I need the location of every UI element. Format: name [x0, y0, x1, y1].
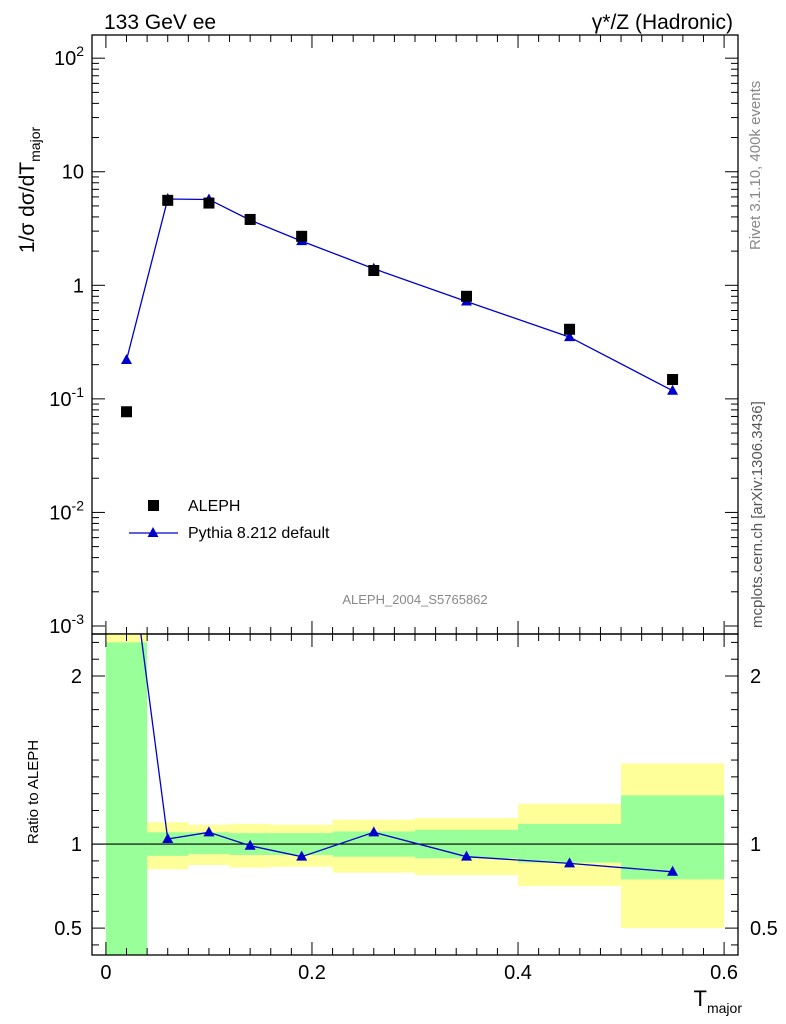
x-axis-label-subscript: major — [707, 1000, 742, 1016]
aleph-point — [461, 290, 473, 302]
ratio-pythia-point — [461, 850, 473, 861]
aleph-point — [667, 374, 679, 386]
ratio-y-tick-label-left: 2 — [71, 666, 82, 688]
main-y-tick-base: 10 — [62, 162, 84, 184]
main-y-tick-exponent: 2 — [76, 43, 84, 59]
ratio-y-tick-label-right: 2 — [750, 666, 761, 688]
main-y-tick-exponent: -2 — [72, 497, 85, 513]
pythia-point — [667, 384, 679, 395]
ratio-y-tick-label-right: 1 — [750, 834, 761, 856]
ratio-panel: 0.5 0.5 1 1 2 2 0 0.2 0.4 0.6 Ratio to ALEPH Tmaj… — [25, 519, 778, 1016]
legend-aleph-label: ALEPH — [188, 498, 240, 515]
main-y-label-text: 1/σ dσ/dT — [16, 162, 39, 253]
legend-aleph-marker — [148, 500, 159, 511]
main-y-label-subscript: major — [27, 127, 43, 162]
header-right-title: γ*/Z (Hadronic) — [592, 11, 733, 34]
main-y-tick-exponent: -1 — [72, 384, 85, 400]
ratio-pythia-point — [667, 865, 679, 876]
ratio-pythia-point — [121, 519, 132, 529]
main-y-tick-base: 1 — [73, 275, 84, 297]
rivet-version-label: Rivet 3.1.10, 400k events — [747, 81, 764, 250]
main-y-tick-exponent: -3 — [72, 611, 85, 627]
main-y-tick-label: 10-3 — [49, 611, 84, 638]
aleph-point — [368, 265, 380, 277]
main-frame — [91, 34, 739, 635]
header-left-title: 133 GeV ee — [104, 11, 216, 34]
main-y-tick-label: 10 — [62, 162, 84, 184]
main-y-tick-label: 1 — [73, 275, 84, 297]
main-y-tick-label: 10-2 — [49, 497, 84, 524]
x-tick-label: 0.2 — [298, 962, 326, 984]
x-axis-label-base: T — [694, 986, 707, 1011]
ratio-pythia-point — [296, 850, 308, 861]
aleph-point — [121, 406, 133, 418]
x-tick-label: 0 — [100, 962, 111, 984]
ratio-y-tick-label-right: 0.5 — [750, 918, 778, 940]
main-y-tick-label: 10-1 — [49, 384, 84, 411]
ratio-pythia-point — [203, 826, 215, 837]
main-y-axis-label: 1/σ dσ/dTmajor — [16, 127, 43, 254]
mcplots-label: mcplots.cern.ch [arXiv:1306.3436] — [749, 401, 766, 628]
pythia-point — [564, 331, 576, 342]
analysis-watermark: ALEPH_2004_S5765862 — [342, 592, 487, 607]
aleph-point — [244, 213, 256, 225]
ratio-pythia-point — [368, 826, 380, 837]
main-y-tick-base: 10 — [54, 48, 76, 70]
legend-pythia-marker — [147, 527, 159, 537]
ratio-y-tick-label-left: 1 — [71, 834, 82, 856]
ratio-pythia-point — [244, 839, 256, 850]
ratio-inner-band — [105, 642, 148, 955]
legend-pythia-label: Pythia 8.212 default — [188, 525, 330, 542]
x-tick-label: 0.6 — [710, 962, 738, 984]
aleph-point — [162, 194, 174, 206]
ratio-inner-band — [188, 832, 230, 855]
aleph-point — [296, 230, 308, 242]
ratio-y-axis-label: Ratio to ALEPH — [25, 740, 42, 844]
pythia-point — [121, 353, 133, 364]
x-axis-label: Tmajor — [694, 986, 743, 1016]
pythia-line — [125, 198, 673, 392]
svg-text:1/σ dσ/dTmajor: 1/σ dσ/dTmajor — [16, 127, 43, 254]
ratio-y-tick-label-left: 0.5 — [54, 918, 82, 940]
x-tick-label: 0.4 — [504, 962, 532, 984]
main-y-tick-base: 10 — [49, 616, 71, 638]
ratio-inner-band — [621, 795, 725, 880]
main-y-tick-label: 102 — [54, 43, 84, 70]
aleph-point — [203, 197, 215, 209]
legend: ALEPH Pythia 8.212 default — [129, 498, 330, 542]
aleph-point — [564, 323, 576, 335]
ratio-pythia-point — [162, 833, 174, 844]
ratio-pythia-point — [564, 857, 576, 868]
main-y-tick-base: 10 — [49, 502, 71, 524]
ratio-inner-band — [518, 823, 622, 863]
main-y-tick-base: 10 — [49, 389, 71, 411]
